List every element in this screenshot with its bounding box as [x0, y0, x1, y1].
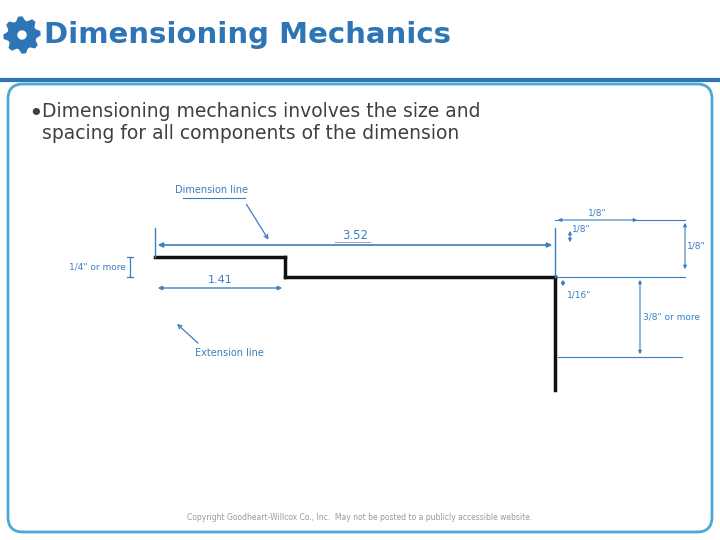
- Text: Dimension line: Dimension line: [175, 185, 248, 195]
- Text: 3/8" or more: 3/8" or more: [643, 313, 700, 321]
- Text: Dimensioning Mechanics: Dimensioning Mechanics: [44, 21, 451, 49]
- Text: spacing for all components of the dimension: spacing for all components of the dimens…: [42, 124, 459, 143]
- Text: 1/8": 1/8": [572, 225, 590, 233]
- Text: 1.41: 1.41: [207, 275, 233, 285]
- Polygon shape: [4, 17, 40, 53]
- Text: Copyright Goodheart-Willcox Co., Inc.  May not be posted to a publicly accessibl: Copyright Goodheart-Willcox Co., Inc. Ma…: [187, 513, 533, 522]
- Text: 3.52: 3.52: [342, 229, 368, 242]
- Text: 1/16": 1/16": [567, 291, 591, 300]
- FancyBboxPatch shape: [8, 84, 712, 532]
- Circle shape: [18, 31, 26, 39]
- Text: •: •: [28, 102, 42, 126]
- Text: Dimensioning mechanics involves the size and: Dimensioning mechanics involves the size…: [42, 102, 480, 121]
- Text: 1/8": 1/8": [687, 241, 706, 251]
- Text: 1/4" or more: 1/4" or more: [69, 262, 126, 272]
- Text: 1/8": 1/8": [588, 209, 607, 218]
- Text: Extension line: Extension line: [195, 348, 264, 358]
